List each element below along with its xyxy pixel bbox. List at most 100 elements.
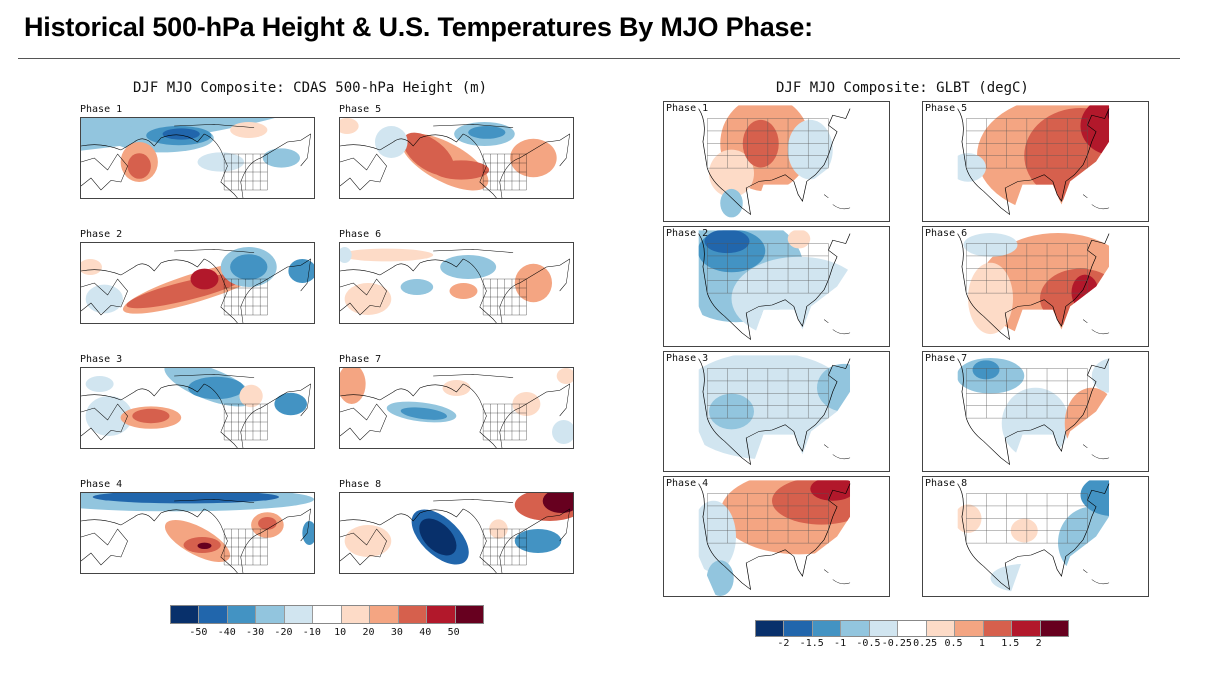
page-title: Historical 500-hPa Height & U.S. Tempera… xyxy=(24,12,813,42)
temp-colorbar-ticks: -2 -1.5 -1 -0.5 -0.25 0.25 0.5 1 1.5 2 xyxy=(755,638,1067,652)
anomaly-contour xyxy=(787,119,833,180)
colorbar-tick-label: -30 xyxy=(246,627,265,638)
anomaly-contour xyxy=(514,263,553,303)
height-section-title: DJF MJO Composite: CDAS 500-hPa Height (… xyxy=(133,80,488,96)
anomaly-contour xyxy=(239,384,263,408)
height-colorbar-ticks: -50 -40 -30 -20 -10 10 20 30 40 50 xyxy=(170,627,482,641)
colorbar-swatch xyxy=(898,621,927,636)
colorbar-tick-label: -0.5 xyxy=(856,638,881,649)
colorbar-swatch xyxy=(926,621,956,636)
colorbar-swatch xyxy=(955,621,984,636)
anomaly-contour xyxy=(731,256,851,341)
height-map-phase-2 xyxy=(80,242,315,324)
temp-map-phase-4: Phase 4 xyxy=(663,476,890,597)
anomaly-contour xyxy=(542,493,573,513)
height-map-phase-8 xyxy=(339,492,574,574)
height-map-phase-1 xyxy=(80,117,315,199)
colorbar-swatch xyxy=(171,606,200,623)
phase-label: Phase 2 xyxy=(80,229,123,240)
colorbar-tick-label: 0.5 xyxy=(944,638,963,649)
phase-label: Phase 8 xyxy=(925,478,968,489)
anomaly-contour xyxy=(810,480,851,501)
colorbar-swatch xyxy=(1040,621,1068,636)
phase-label: Phase 5 xyxy=(339,104,382,115)
colorbar-swatch xyxy=(199,606,228,623)
anomaly-contour xyxy=(400,407,448,420)
colorbar-swatch xyxy=(313,606,342,623)
phase-label: Phase 4 xyxy=(666,478,709,489)
phase-label: Phase 2 xyxy=(666,228,709,239)
temp-colorbar xyxy=(755,620,1069,637)
colorbar-tick-label: 2 xyxy=(1035,638,1042,649)
colorbar-swatch xyxy=(812,621,842,636)
anomaly-contour xyxy=(340,118,359,134)
colorbar-swatch xyxy=(341,606,371,623)
phase-label: Phase 3 xyxy=(80,354,123,365)
anomaly-contour xyxy=(188,376,245,400)
anomaly-contour xyxy=(817,363,851,412)
anomaly-contour xyxy=(552,420,573,444)
anomaly-contour xyxy=(514,529,562,553)
phase-label: Phase 3 xyxy=(666,353,709,364)
anomaly-contour xyxy=(197,542,212,549)
anomaly-contour xyxy=(132,408,170,424)
anomaly-contour xyxy=(1024,107,1110,204)
anomaly-contour xyxy=(698,500,737,573)
colorbar-tick-label: 50 xyxy=(447,627,460,638)
anomaly-contour xyxy=(340,368,366,404)
phase-label: Phase 6 xyxy=(339,229,382,240)
anomaly-contour xyxy=(190,268,219,290)
anomaly-contour xyxy=(963,232,1018,257)
colorbar-tick-label: 20 xyxy=(362,627,375,638)
temp-map-phase-7: Phase 7 xyxy=(922,351,1149,472)
temp-map-phase-2: Phase 2 xyxy=(663,226,890,347)
anomaly-contour xyxy=(85,376,114,392)
anomaly-contour xyxy=(340,247,352,263)
anomaly-contour xyxy=(230,122,268,138)
anomaly-contour xyxy=(197,152,245,172)
colorbar-swatch xyxy=(284,606,314,623)
anomaly-contour xyxy=(556,368,573,384)
anomaly-contour xyxy=(274,392,308,416)
anomaly-contour xyxy=(288,259,314,283)
anomaly-contour xyxy=(449,283,478,299)
colorbar-swatch xyxy=(841,621,870,636)
anomaly-contour xyxy=(442,380,471,396)
anomaly-contour xyxy=(972,360,1000,380)
anomaly-contour xyxy=(706,560,734,596)
colorbar-tick-label: 1.5 xyxy=(1001,638,1020,649)
colorbar-swatch xyxy=(370,606,399,623)
anomaly-contour xyxy=(957,504,982,533)
colorbar-swatch xyxy=(983,621,1013,636)
colorbar-tick-label: -20 xyxy=(274,627,293,638)
phase-label: Phase 1 xyxy=(80,104,123,115)
anomaly-contour xyxy=(1080,480,1110,517)
anomaly-contour xyxy=(344,283,392,315)
phase-label: Phase 6 xyxy=(925,228,968,239)
phase-label: Phase 7 xyxy=(925,353,968,364)
anomaly-contour xyxy=(440,255,497,279)
anomaly-contour xyxy=(709,149,754,198)
height-map-phase-6 xyxy=(339,242,574,324)
anomaly-contour xyxy=(127,153,151,179)
colorbar-tick-label: 1 xyxy=(978,638,985,649)
anomaly-contour xyxy=(374,126,408,158)
anomaly-contour xyxy=(968,262,1013,335)
anomaly-contour xyxy=(302,521,314,545)
temp-map-phase-6: Phase 6 xyxy=(922,226,1149,347)
colorbar-swatch xyxy=(756,621,785,636)
colorbar-swatch xyxy=(256,606,285,623)
colorbar-tick-label: 10 xyxy=(334,627,347,638)
height-map-phase-4 xyxy=(80,492,315,574)
anomaly-contour xyxy=(400,279,434,295)
anomaly-contour xyxy=(742,119,779,168)
anomaly-contour xyxy=(1091,357,1110,394)
anomaly-contour xyxy=(1064,387,1110,460)
anomaly-contour xyxy=(1001,387,1070,460)
anomaly-contour xyxy=(510,138,557,178)
colorbar-tick-label: 30 xyxy=(390,627,403,638)
temp-section-title: DJF MJO Composite: GLBT (degC) xyxy=(776,80,1029,96)
anomaly-contour xyxy=(709,393,754,430)
temp-map-phase-5: Phase 5 xyxy=(922,101,1149,222)
anomaly-contour xyxy=(1071,274,1099,311)
